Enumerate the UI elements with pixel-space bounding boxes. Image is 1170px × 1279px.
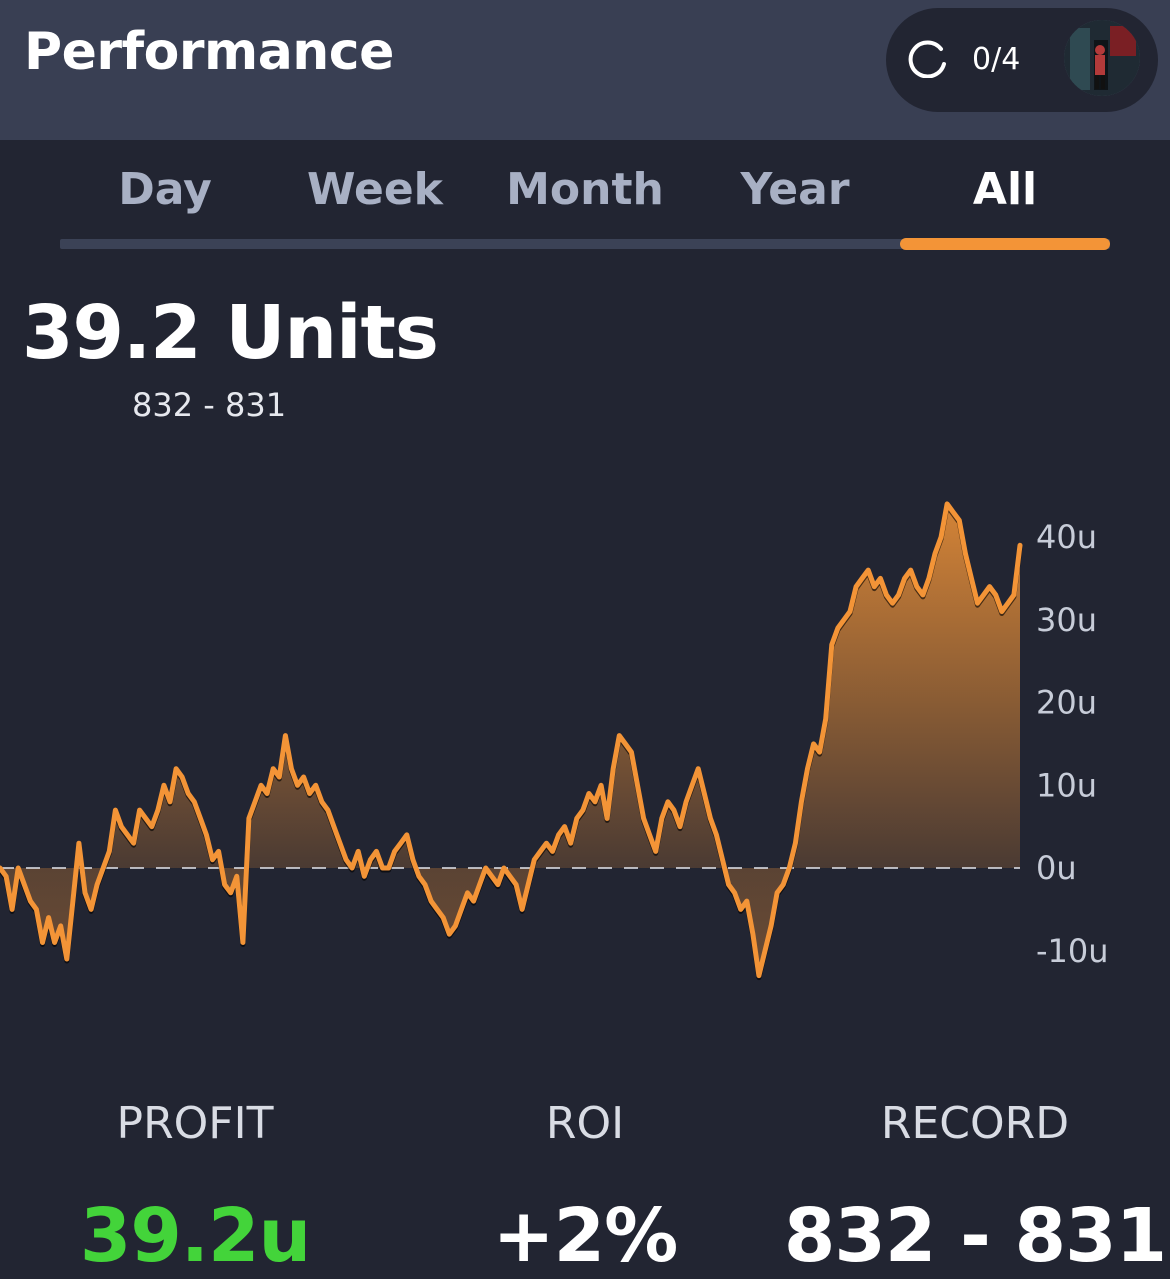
avatar-image	[1064, 20, 1140, 96]
y-axis-ticks: 40u 30u 20u 10u 0u -10u	[1036, 518, 1109, 970]
stats-row: PROFIT 39.2u ROI +2% RECORD 832 - 831	[0, 1090, 1170, 1279]
record-subtitle: 832 - 831	[132, 386, 287, 424]
tab-track	[60, 239, 1110, 249]
y-tick-label: 20u	[1036, 684, 1097, 722]
progress-count: 0/4	[972, 42, 1021, 77]
y-tick-label: 40u	[1036, 518, 1097, 556]
user-avatar[interactable]	[1064, 20, 1140, 96]
page-title: Performance	[24, 22, 394, 82]
stat-profit-value: 39.2u	[79, 1193, 311, 1279]
tab-week[interactable]: Week	[307, 164, 443, 215]
series-line	[0, 501, 1023, 979]
tab-all[interactable]: All	[972, 164, 1038, 215]
stat-profit-label: PROFIT	[116, 1098, 274, 1149]
y-tick-label: 0u	[1036, 849, 1077, 887]
y-tick-label: -10u	[1036, 932, 1109, 970]
tab-day[interactable]: Day	[118, 164, 212, 215]
progress-pill[interactable]: 0/4	[886, 8, 1158, 112]
stat-roi: ROI +2%	[390, 1090, 780, 1279]
time-range-tabs: Day Week Month Year All	[60, 160, 1110, 252]
stat-profit: PROFIT 39.2u	[0, 1090, 390, 1279]
app-header: Performance 0/4	[0, 0, 1170, 140]
units-headline: 39.2 Units	[22, 290, 439, 376]
loading-ring-icon	[908, 40, 946, 78]
chart-line-layer	[0, 501, 1023, 981]
y-tick-label: 10u	[1036, 766, 1097, 804]
stat-record-label: RECORD	[880, 1098, 1070, 1149]
y-tick-label: 30u	[1036, 601, 1097, 639]
stat-record: RECORD 832 - 831	[780, 1090, 1170, 1279]
performance-chart[interactable]: 40u 30u 20u 10u 0u -10u	[0, 460, 1170, 1020]
stat-roi-label: ROI	[545, 1098, 625, 1149]
tab-year[interactable]: Year	[740, 164, 850, 215]
stat-record-value: 832 - 831	[783, 1193, 1167, 1279]
chart-area-fill	[0, 503, 1020, 868]
stat-roi-value: +2%	[492, 1193, 679, 1279]
active-tab-indicator	[900, 238, 1110, 250]
tab-month[interactable]: Month	[506, 164, 664, 215]
